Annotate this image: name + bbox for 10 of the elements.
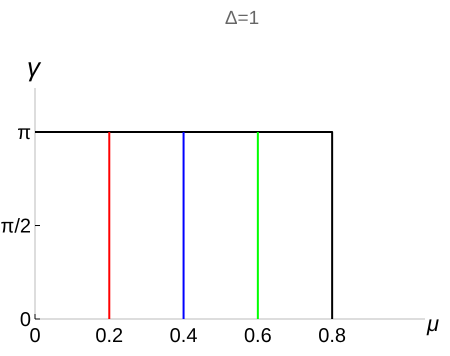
- y-tick-label: π: [17, 122, 31, 144]
- chart-title: Δ=1: [224, 8, 260, 29]
- x-tick-label: 0.6: [244, 325, 272, 347]
- x-tick-label: 0.8: [318, 325, 346, 347]
- y-tick-label: π/2: [0, 216, 31, 238]
- x-tick-label: 0.4: [170, 325, 198, 347]
- x-axis-title: μ: [426, 311, 440, 336]
- x-tick-label: 0.2: [95, 325, 124, 347]
- y-axis-title: γ: [27, 52, 42, 82]
- y-tick-label: 0: [20, 309, 31, 331]
